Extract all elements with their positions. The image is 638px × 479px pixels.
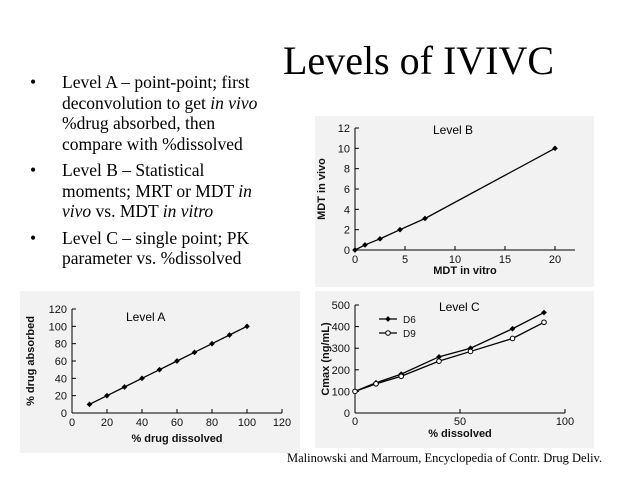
series-line [354, 311, 545, 393]
chart-level-a: 0 20 40 60 80 100 120 0 20 40 60 80 100 120 Level A % d… [20, 291, 300, 453]
y-axis-label: Cmax (ng/mL) [320, 322, 332, 396]
x-tick-label: 5 [402, 254, 408, 266]
x-tick-label: 20 [101, 417, 113, 429]
y-tick-label: 120 [49, 304, 67, 316]
data-point [156, 366, 163, 373]
bullet-dot-icon: • [30, 227, 37, 248]
x-tick-label: 100 [238, 417, 256, 429]
x-tick-label: 0 [352, 254, 358, 266]
chart-title: Level C [439, 300, 480, 314]
x-tick-label: 120 [273, 417, 291, 429]
data-point [174, 358, 180, 364]
bullet-text: %drug absorbed, then compare with %disso… [62, 113, 243, 154]
data-point [362, 242, 368, 248]
data-point [191, 349, 198, 356]
x-axis-label: % drug dissolved [131, 433, 222, 445]
x-tick-label: 0 [69, 417, 75, 429]
chart-level-b-svg: 0 5 10 15 20 0 2 4 6 8 10 12 Level B MDT in vitro MDT … [316, 123, 575, 277]
x-tick-label: 80 [206, 417, 218, 429]
y-tick-label: 60 [55, 356, 67, 368]
data-point [436, 358, 442, 364]
data-point [121, 384, 128, 390]
y-tick-label: 80 [55, 339, 67, 351]
data-point [352, 247, 358, 253]
y-tick-label: 40 [55, 373, 67, 385]
x-axis-label: MDT in vitro [433, 265, 497, 277]
y-tick-label: 0 [344, 408, 350, 420]
y-tick-label: 200 [332, 365, 350, 377]
data-point [541, 309, 547, 316]
data-point [541, 319, 547, 326]
data-point [244, 323, 250, 330]
data-point [352, 388, 358, 395]
chart-level-b: 0 5 10 15 20 0 2 4 6 8 10 12 Level B MDT in vitro MDT … [315, 116, 594, 287]
y-tick-label: 0 [61, 408, 67, 420]
legend-marker-filled-icon [385, 316, 391, 322]
y-tick-label: 300 [332, 343, 350, 355]
y-tick-label: 100 [332, 386, 350, 398]
x-tick-label: 0 [352, 416, 358, 428]
x-tick-label: 10 [449, 254, 461, 266]
y-tick-label: 12 [338, 123, 350, 135]
citation: Malinowski and Marroum, Encyclopedia of … [287, 451, 603, 465]
bullet-text: Level A – point-point; first deconvoluti… [62, 72, 250, 113]
bullet-dot-icon: • [30, 72, 37, 92]
series-line [89, 325, 248, 405]
data-point [226, 332, 233, 338]
legend-label: D6 [403, 315, 416, 326]
legend-label: D9 [403, 329, 416, 340]
data-point [209, 340, 215, 347]
y-tick-label: 8 [344, 164, 350, 176]
data-point [552, 145, 558, 152]
bullet-text: Level B – Statistical moments; MRT or MD… [62, 160, 239, 201]
x-tick-label: 40 [136, 417, 148, 429]
data-point [398, 373, 404, 380]
data-point [373, 381, 379, 387]
y-tick-label: 0 [344, 245, 350, 257]
y-axis-label: % drug absorbed [25, 316, 37, 406]
y-tick-label: 500 [332, 300, 350, 312]
x-tick-label: 60 [171, 417, 183, 429]
bullet-text: vs. MDT [91, 201, 163, 221]
y-tick-label: 400 [332, 322, 350, 334]
chart-level-a-svg: 0 20 40 60 80 100 120 0 20 40 60 80 100 120 Level A % d… [25, 304, 291, 445]
bullet-item: • Level A – point-point; first deconvolut… [30, 72, 262, 154]
legend-marker-open-icon [385, 330, 391, 336]
y-tick-label: 20 [55, 391, 67, 403]
bullet-text: Level C – single point; PK parameter vs.… [62, 227, 250, 269]
y-tick-label: 4 [344, 204, 350, 216]
y-tick-label: 6 [344, 184, 350, 196]
x-tick-label: 20 [549, 254, 561, 266]
data-point [509, 325, 516, 332]
data-point [86, 401, 93, 408]
bullet-item: • Level C – single point; PK parameter vs… [30, 228, 262, 269]
data-point [467, 348, 474, 355]
data-point [139, 375, 145, 382]
x-tick-label: 100 [556, 416, 574, 428]
bullet-text: in vivo [210, 92, 258, 113]
x-tick-label: 50 [454, 416, 466, 428]
chart-title: Level B [433, 123, 473, 137]
bullet-text: in vitro [162, 201, 214, 221]
bullet-item: • Level B – Statistical moments; MRT or M… [30, 160, 262, 222]
chart-level-c-svg: 0 50 100 0 100 200 300 400 500 Level C % dissolved… [320, 300, 574, 440]
bullet-text: in vivo [62, 180, 252, 222]
data-point [422, 215, 428, 222]
data-point [509, 335, 516, 342]
data-point [397, 226, 403, 233]
chart-title: Level A [126, 310, 165, 324]
data-point [104, 392, 110, 399]
data-point [377, 235, 383, 242]
bullet-dot-icon: • [30, 160, 37, 180]
y-tick-label: 2 [344, 225, 350, 237]
bullet-list: • Level A – point-point; first deconvolut… [30, 72, 262, 275]
y-tick-label: 100 [49, 321, 67, 333]
series-line [354, 147, 556, 251]
y-tick-label: 10 [338, 143, 350, 155]
slide-title: Levels of IVIVC [283, 38, 555, 83]
x-axis-label: % dissolved [428, 428, 492, 440]
y-axis-label: MDT in vivo [316, 158, 328, 220]
chart-level-c: 0 50 100 0 100 200 300 400 500 Level C % dissolved… [315, 291, 594, 448]
x-tick-label: 15 [499, 254, 511, 266]
